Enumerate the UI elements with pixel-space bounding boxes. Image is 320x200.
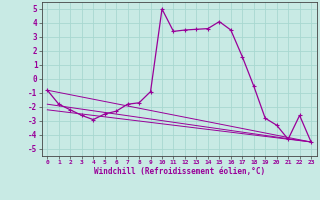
X-axis label: Windchill (Refroidissement éolien,°C): Windchill (Refroidissement éolien,°C) <box>94 167 265 176</box>
